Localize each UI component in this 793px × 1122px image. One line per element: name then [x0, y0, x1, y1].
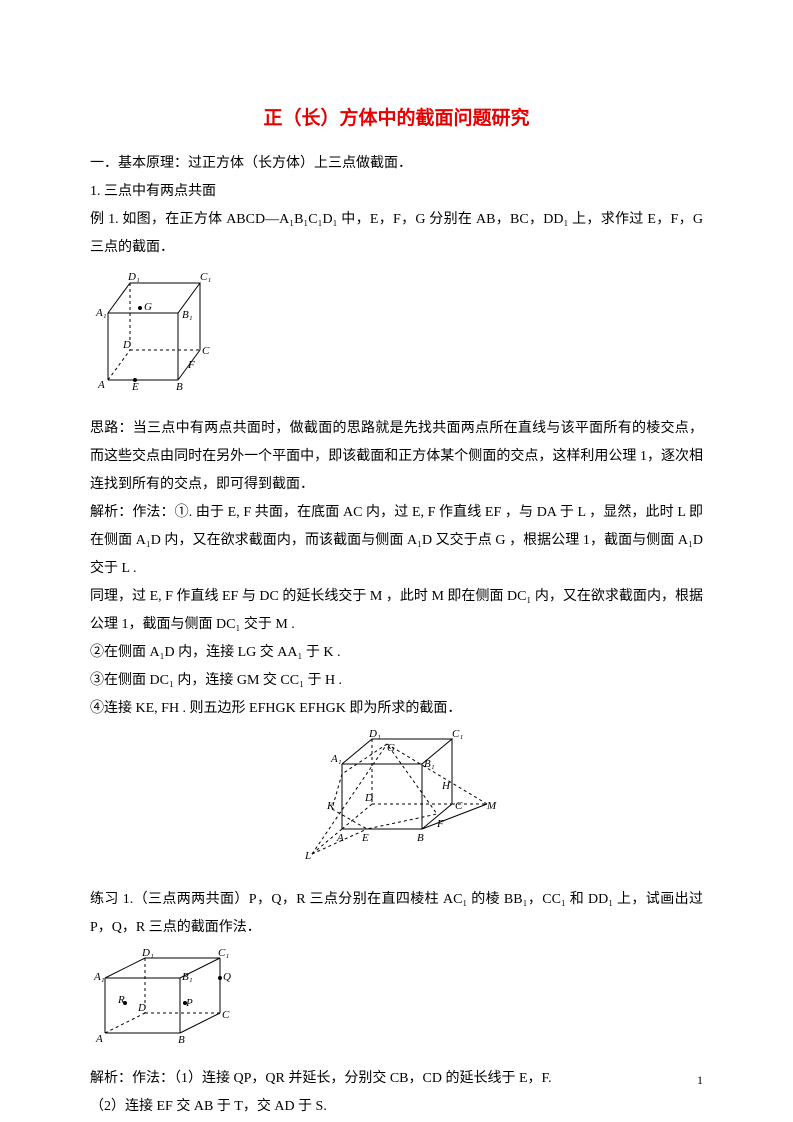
page-title: 正（长）方体中的截面问题研究 — [90, 100, 703, 138]
analysis-2-step2: （2）连接 EF 交 AB 于 T，交 AD 于 S. — [90, 1093, 703, 1121]
cube-svg-1: D₁ C₁ A₁ B₁ D C A B E F G — [90, 268, 230, 398]
svg-text:B: B — [178, 1034, 185, 1046]
analysis-2-step1: 解析：作法：（1）连接 QP，QR 并延长，分别交 CB，CD 的延长线于 E，… — [90, 1065, 703, 1093]
svg-text:A: A — [97, 379, 105, 391]
svg-text:D: D — [364, 792, 373, 804]
svg-text:D: D — [137, 1002, 146, 1014]
figure-prism-1: D₁ C₁ A₁ B₁ D C A B R P Q — [90, 948, 703, 1059]
svg-text:D₁: D₁ — [368, 729, 381, 740]
svg-text:A₁: A₁ — [93, 971, 105, 983]
svg-text:A: A — [336, 832, 344, 844]
analysis-1: 解析：作法：①. 由于 E, F 共面，在底面 AC 内，过 E, F 作直线 … — [90, 499, 703, 583]
svg-text:C: C — [202, 345, 210, 357]
svg-text:Q: Q — [223, 971, 231, 983]
svg-text:C: C — [222, 1009, 230, 1021]
svg-text:F: F — [187, 359, 195, 371]
similarly: 同理，过 E, F 作直线 EF 与 DC 的延长线交于 M ，此时 M 即在侧… — [90, 583, 703, 639]
svg-text:K: K — [326, 800, 335, 812]
title-text: 正（长）方体中的截面问题研究 — [263, 108, 529, 129]
exercise-1: 练习 1.（三点两两共面）P，Q，R 三点分别在直四棱柱 AC₁ 的棱 BB₁，… — [90, 886, 703, 942]
svg-text:A: A — [95, 1033, 103, 1045]
svg-text:P: P — [185, 997, 193, 1009]
svg-text:C: C — [455, 800, 463, 812]
figure-cube-1: D₁ C₁ A₁ B₁ D C A B E F G — [90, 268, 703, 409]
cube-svg-2: D₁ C₁ A₁ B₁ D C A B G K E F M L H — [287, 729, 507, 869]
svg-text:B₁: B₁ — [182, 971, 193, 983]
step-3: ③在侧面 DC₁ 内，连接 GM 交 CC₁ 于 H . — [90, 667, 703, 695]
page-number: 1 — [697, 1068, 703, 1092]
svg-text:B: B — [417, 832, 424, 844]
svg-text:B: B — [176, 381, 183, 393]
subsection-1: 1. 三点中有两点共面 — [90, 178, 703, 206]
svg-text:B₁: B₁ — [424, 758, 435, 770]
svg-text:L: L — [304, 850, 311, 862]
step-4: ④连接 KE, FH . 则五边形 EFHGK EFHGK 即为所求的截面． — [90, 695, 703, 723]
svg-text:D₁: D₁ — [127, 271, 140, 283]
svg-text:E: E — [361, 832, 369, 844]
svg-text:C₁: C₁ — [200, 271, 211, 283]
svg-text:G: G — [387, 742, 395, 754]
step-2: ②在侧面 A₁D 内，连接 LG 交 AA₁ 于 K . — [90, 639, 703, 667]
svg-text:R: R — [117, 994, 125, 1006]
prism-svg-1: D₁ C₁ A₁ B₁ D C A B R P Q — [90, 948, 240, 1048]
section-heading-1: 一．基本原理：过正方体（长方体）上三点做截面． — [90, 150, 703, 178]
svg-text:B₁: B₁ — [182, 309, 193, 321]
svg-text:G: G — [144, 301, 152, 313]
svg-text:H: H — [441, 780, 451, 792]
svg-text:M: M — [486, 800, 497, 812]
svg-text:C₁: C₁ — [452, 729, 463, 740]
svg-text:A₁: A₁ — [95, 307, 107, 319]
thought-paragraph: 思路：当三点中有两点共面时，做截面的思路就是先找共面两点所在直线与该平面所有的棱… — [90, 415, 703, 499]
svg-text:E: E — [131, 381, 139, 393]
svg-text:D: D — [122, 339, 131, 351]
svg-text:A₁: A₁ — [330, 753, 342, 765]
svg-text:C₁: C₁ — [218, 948, 229, 959]
svg-text:D₁: D₁ — [141, 948, 154, 959]
example-1: 例 1. 如图，在正方体 ABCD—A₁B₁C₁D₁ 中，E，F，G 分别在 A… — [90, 206, 703, 262]
svg-text:F: F — [436, 818, 444, 830]
figure-cube-2: D₁ C₁ A₁ B₁ D C A B G K E F M L H — [90, 729, 703, 880]
